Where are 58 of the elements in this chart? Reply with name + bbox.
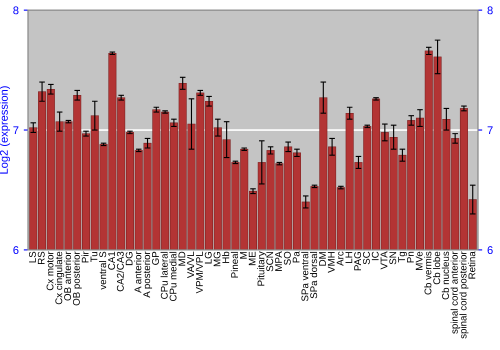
- y2-tick-label: 7: [488, 126, 493, 134]
- x-tick-label: CA1: [108, 252, 115, 270]
- y2-tick-label: 8: [488, 6, 493, 14]
- x-tick-label: Tu: [90, 252, 98, 262]
- y-axis-title: Log2 (expression): [0, 86, 10, 174]
- x-tick-label: A anterior: [134, 251, 142, 293]
- x-tick-label: MVe: [416, 252, 423, 270]
- x-tick-label: MD: [178, 252, 186, 266]
- y-tick-label: 7: [13, 126, 18, 134]
- x-tick-label: Cx motor: [46, 251, 54, 290]
- x-tick-label: Cb lobe: [433, 252, 440, 284]
- x-tick-label: Pir: [81, 251, 89, 262]
- x-tick-label: SO: [284, 252, 291, 265]
- y2-tick-label: 6: [488, 246, 493, 254]
- x-tick-label: Pituitary: [257, 251, 266, 286]
- x-tick-label: CA2/CA3: [116, 252, 124, 292]
- x-tick-label: MG: [214, 252, 220, 266]
- x-tick-label: RS: [38, 252, 45, 264]
- x-tick-label: ventral S: [99, 252, 106, 290]
- x-tick-label: Cx cingulate: [55, 252, 64, 304]
- x-tick-label: CPu lateral: [160, 252, 168, 299]
- x-tick-label: Pn: [407, 252, 414, 262]
- x-tick-label: DM: [319, 252, 326, 266]
- x-tick-label: Cb vermis: [424, 252, 432, 295]
- x-tick-label: VA/VL: [186, 252, 194, 278]
- x-tick-label: OB anterior: [64, 251, 72, 301]
- x-tick-label: SN: [389, 252, 396, 264]
- x-tick-label: LH: [346, 252, 352, 263]
- x-tick-label: SCN: [266, 252, 274, 272]
- x-tick-label: IC: [372, 252, 379, 260]
- x-tick-label: spinal cord anterior: [450, 251, 460, 334]
- x-tick-label: GP: [152, 252, 159, 265]
- x-tick-label: ME: [248, 252, 256, 266]
- x-tick-label: M: [240, 252, 247, 259]
- x-tick-label: A posterior: [143, 251, 152, 298]
- x-tick-label: LS: [29, 252, 36, 262]
- x-tick-label: CPu medial: [169, 252, 177, 302]
- x-tick-label: MPA: [275, 251, 282, 271]
- x-tick-label: SPa ventral: [301, 252, 308, 302]
- x-tick-label: spinal cord posterior: [459, 251, 468, 339]
- x-tick-label: VPM/VPL: [196, 252, 203, 294]
- y-tick-label: 8: [13, 6, 18, 14]
- x-tick-label: DG: [126, 252, 133, 266]
- x-tick-label: VTA: [380, 251, 388, 270]
- x-tick-label: Cb nucleus: [442, 252, 449, 300]
- x-tick-label: Tg: [398, 252, 407, 262]
- x-tick-label: Arc: [336, 252, 344, 266]
- x-tick-label: LG: [204, 252, 212, 264]
- x-tick-label: PAG: [354, 252, 362, 270]
- x-tick-label: Retina: [468, 251, 476, 279]
- x-tick-label: Hb: [222, 252, 230, 263]
- x-tick-label: VMH: [328, 252, 335, 273]
- x-tick-label: OB posterior: [72, 251, 82, 306]
- x-tick-label: SPa dorsal: [310, 252, 318, 298]
- y-tick-label: 6: [13, 246, 18, 254]
- x-tick-label: SC: [362, 252, 370, 264]
- x-tick-label: Pineal: [230, 252, 238, 278]
- x-tick-label: Pa: [292, 251, 300, 262]
